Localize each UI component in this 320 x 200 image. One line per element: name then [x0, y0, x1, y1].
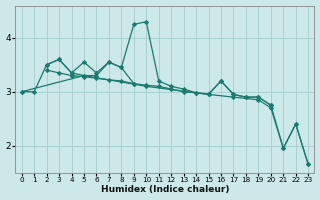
X-axis label: Humidex (Indice chaleur): Humidex (Indice chaleur) [101, 185, 229, 194]
